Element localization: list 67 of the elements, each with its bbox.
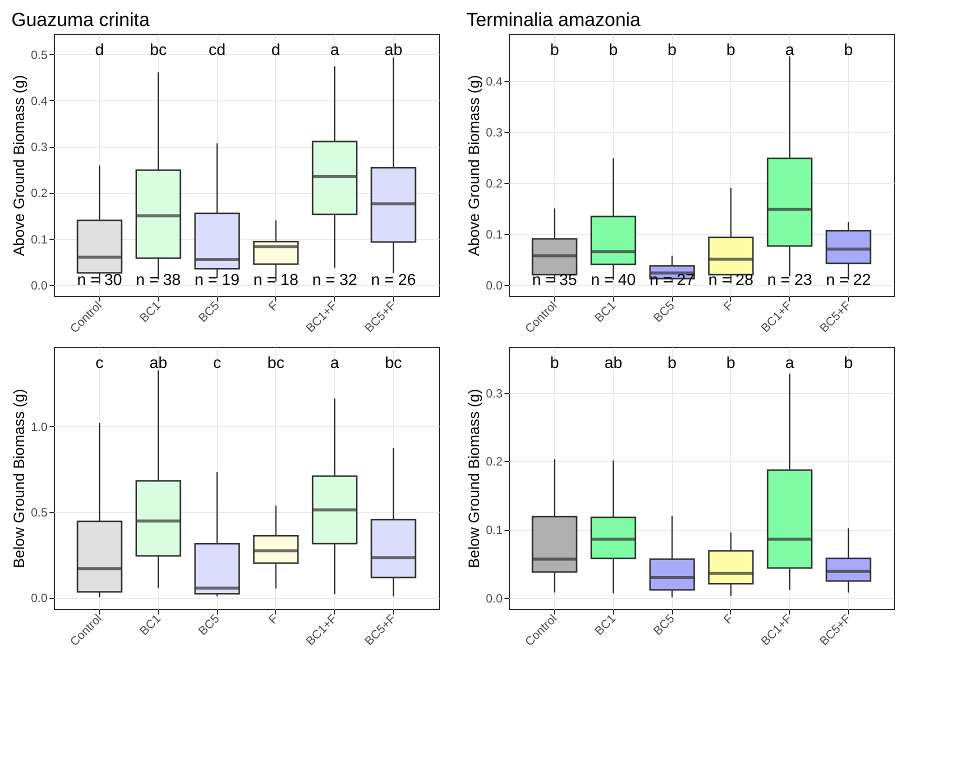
annotation: bc [384,355,402,372]
annotation: bc [150,42,167,59]
chart-title: Guazuma crinita [11,10,150,31]
x-tick-label: BC1 [592,611,619,638]
annotation: d [95,42,104,59]
annotation: n = 22 [826,272,872,289]
y-tick-label: 0.4 [30,94,48,108]
annotation: cd [208,42,226,59]
annotation: a [330,355,340,372]
y-tick-label: 0.5 [30,48,48,62]
x-tick-label: F [720,298,736,314]
y-axis-title: Below Ground Biomass (g) [10,388,28,568]
annotation: n = 23 [767,272,812,289]
x-tick-label: F [720,612,736,627]
annotation: a [785,355,794,372]
annotation: b [668,355,677,372]
annotation: b [726,42,736,59]
y-tick-label: 1.0 [30,420,48,434]
annotation: n = 38 [136,272,181,289]
annotation: ab [149,355,168,372]
annotation: d [271,42,280,59]
y-tick-label: 0.0 [486,278,503,292]
annotation: n = 18 [253,272,298,289]
y-tick-label: 0.0 [30,591,48,606]
annotation: n = 40 [590,272,636,289]
y-tick-label: 0.2 [486,454,503,469]
x-tick-label: BC1 [136,298,164,325]
y-tick-label: 0.1 [30,232,48,246]
annotation: b [726,355,736,372]
y-tick-label: 0.3 [486,125,503,140]
x-tick-label: BC1 [136,611,164,638]
annotation: b [844,42,853,59]
annotation: ab [604,355,622,372]
annotation: n = 32 [312,272,358,289]
chart-title: Terminalia amazonia [466,10,641,31]
y-tick-label: 0.2 [30,186,48,200]
annotation: n = 19 [194,272,240,289]
annotation: n = 30 [77,272,122,289]
annotation: bc [267,355,284,372]
annotation: a [330,42,340,59]
y-axis-title: Above Ground Biomass (g) [10,75,28,256]
annotation: b [550,42,560,59]
annotation: b [844,355,853,372]
x-tick-label: BC1 [592,298,619,325]
y-tick-label: 0.0 [486,592,503,606]
y-tick-label: 0.0 [30,278,48,292]
y-tick-label: 0.2 [486,176,503,190]
y-tick-label: 0.1 [486,227,503,242]
annotation: ab [384,42,402,59]
annotation: c [96,355,104,372]
x-tick-label: F [266,298,281,314]
annotation: n = 35 [532,272,578,289]
annotation: n = 28 [708,272,754,289]
annotation: a [785,42,794,59]
y-tick-label: 0.3 [30,140,48,154]
annotation: b [608,42,618,59]
annotation: b [550,355,560,372]
annotation: c [213,355,222,372]
annotation: b [668,42,677,59]
y-tick-label: 0.5 [30,506,48,520]
y-tick-label: 0.1 [486,523,503,538]
y-axis-title: Above Ground Biomass (g) [466,75,483,256]
y-tick-label: 0.3 [486,386,503,400]
annotation: n = 26 [370,272,416,289]
y-tick-label: 0.4 [486,74,503,88]
y-axis-title: Below Ground Biomass (g) [466,388,483,568]
x-tick-label: F [266,612,281,627]
